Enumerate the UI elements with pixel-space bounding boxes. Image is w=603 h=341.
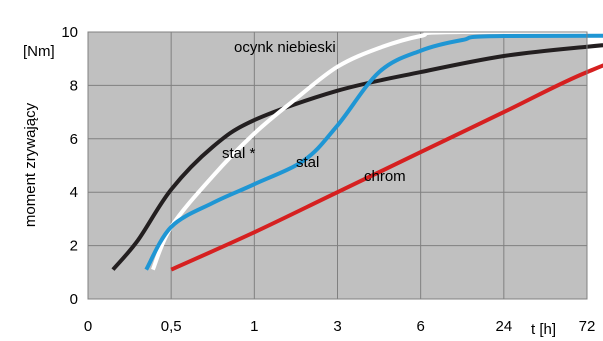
y-tick-label-0: 0	[70, 291, 78, 308]
x-tick-label-1: 0,5	[161, 318, 182, 335]
x-tick-label-2: 1	[250, 318, 258, 335]
series-label-stal: stal	[296, 154, 319, 171]
y-tick-labels: 0 2 4 6 8 10	[61, 24, 78, 308]
series-label-ocynk-niebieski: ocynk niebieski	[234, 39, 336, 56]
series-label-chrom: chrom	[364, 168, 406, 185]
y-tick-label-3: 6	[70, 131, 78, 148]
series-labels: stal * ocynk niebieski stal chrom	[222, 39, 406, 185]
x-tick-label-6: 72	[579, 318, 596, 335]
series-line-chrom	[170, 63, 603, 272]
x-tick-label-4: 6	[416, 318, 424, 335]
x-axis-title: t [h]	[531, 321, 556, 338]
series-line-stal	[144, 33, 603, 271]
series-label-stal-star: stal *	[222, 145, 256, 162]
y-tick-label-5: 10	[61, 24, 78, 41]
plot-border	[87, 31, 588, 300]
x-tick-labels: 0 0,5 1 3 6 24 72	[84, 318, 596, 335]
x-tick-label-3: 3	[333, 318, 341, 335]
x-tick-label-0: 0	[84, 318, 92, 335]
x-tick-label-5: 24	[495, 318, 512, 335]
y-tick-label-1: 2	[70, 238, 78, 255]
y-tick-label-4: 8	[70, 77, 78, 94]
y-tick-label-2: 4	[70, 184, 78, 201]
y-axis-title: moment zrywający	[22, 102, 39, 227]
y-unit-label: [Nm]	[23, 43, 55, 60]
series-line-stal-star	[111, 43, 603, 271]
